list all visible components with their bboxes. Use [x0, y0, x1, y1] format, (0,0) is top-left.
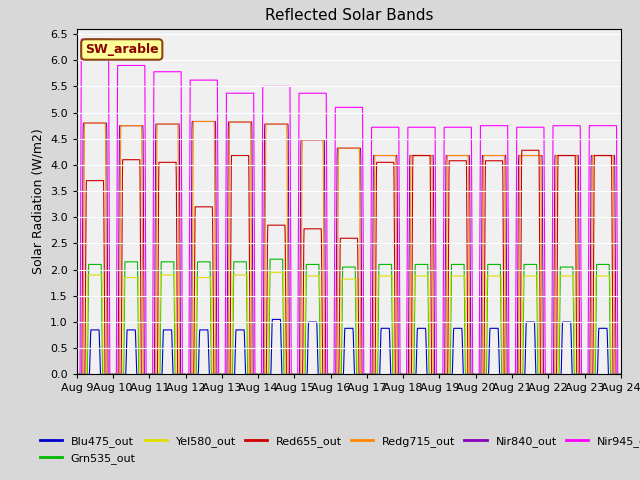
Line: Nir840_out: Nir840_out	[77, 121, 621, 374]
Yel580_out	[365, 372, 372, 377]
Red655_out	[73, 372, 81, 377]
Nir840_out	[365, 372, 372, 377]
Blu475_out	[584, 372, 592, 377]
Nir945_out	[365, 372, 372, 377]
Red655_out	[584, 372, 592, 377]
Nir945_out	[617, 372, 625, 377]
Grn535_out	[225, 372, 232, 377]
Nir945_out	[584, 370, 592, 375]
Nir840_out	[225, 119, 232, 125]
Redg715_out	[189, 119, 197, 124]
Redg715_out	[584, 372, 592, 377]
Nir840_out	[569, 153, 577, 158]
Blu475_out	[269, 316, 276, 322]
Line: Grn535_out: Grn535_out	[77, 259, 621, 374]
Grn535_out	[584, 372, 592, 377]
Grn535_out	[376, 262, 384, 267]
Redg715_out	[365, 372, 372, 377]
Nir945_out	[225, 90, 232, 96]
Redg715_out	[225, 281, 232, 287]
Nir840_out	[584, 372, 592, 377]
Yel580_out	[73, 372, 81, 377]
Red655_out	[507, 372, 515, 377]
Yel580_out	[584, 372, 592, 377]
Blu475_out	[365, 372, 372, 377]
Yel580_out	[225, 372, 232, 377]
Redg715_out	[617, 372, 625, 377]
Redg715_out	[73, 372, 81, 377]
Blu475_out	[507, 372, 515, 377]
Redg715_out	[507, 372, 515, 377]
Title: Reflected Solar Bands: Reflected Solar Bands	[264, 9, 433, 24]
Grn535_out	[73, 372, 81, 377]
Nir945_out	[73, 372, 81, 377]
Redg715_out	[376, 153, 384, 158]
Blu475_out	[569, 372, 577, 377]
Grn535_out	[507, 372, 515, 377]
Y-axis label: Solar Radiation (W/m2): Solar Radiation (W/m2)	[31, 129, 44, 275]
Yel580_out	[507, 372, 515, 377]
Yel580_out	[617, 372, 625, 377]
Blu475_out	[73, 372, 81, 377]
Red655_out	[225, 372, 232, 377]
Grn535_out	[617, 372, 625, 377]
Blu475_out	[617, 372, 625, 377]
Nir840_out	[376, 153, 384, 158]
Nir840_out	[617, 372, 625, 377]
Red655_out	[617, 372, 625, 377]
Red655_out	[518, 147, 525, 153]
Text: SW_arable: SW_arable	[85, 43, 159, 56]
Nir840_out	[73, 372, 81, 377]
Blu475_out	[376, 348, 384, 353]
Yel580_out	[569, 273, 577, 279]
Red655_out	[376, 159, 384, 165]
Redg715_out	[569, 153, 577, 158]
Red655_out	[569, 153, 577, 158]
Line: Yel580_out: Yel580_out	[77, 272, 621, 374]
Line: Redg715_out: Redg715_out	[77, 121, 621, 374]
Nir945_out	[376, 124, 384, 130]
Nir945_out	[77, 36, 85, 42]
Nir945_out	[507, 372, 515, 377]
Grn535_out	[266, 256, 274, 262]
Line: Red655_out: Red655_out	[77, 150, 621, 374]
Grn535_out	[365, 372, 372, 377]
Nir945_out	[569, 123, 577, 129]
Line: Blu475_out: Blu475_out	[77, 319, 621, 374]
Nir840_out	[188, 119, 196, 124]
Grn535_out	[569, 264, 577, 270]
Blu475_out	[225, 372, 232, 377]
Legend: Blu475_out, Grn535_out, Yel580_out, Red655_out, Redg715_out, Nir840_out, Nir945_: Blu475_out, Grn535_out, Yel580_out, Red6…	[35, 432, 640, 468]
Yel580_out	[266, 269, 273, 275]
Yel580_out	[376, 273, 384, 279]
Line: Nir945_out: Nir945_out	[77, 39, 621, 374]
Nir840_out	[507, 372, 515, 377]
Red655_out	[365, 372, 372, 377]
